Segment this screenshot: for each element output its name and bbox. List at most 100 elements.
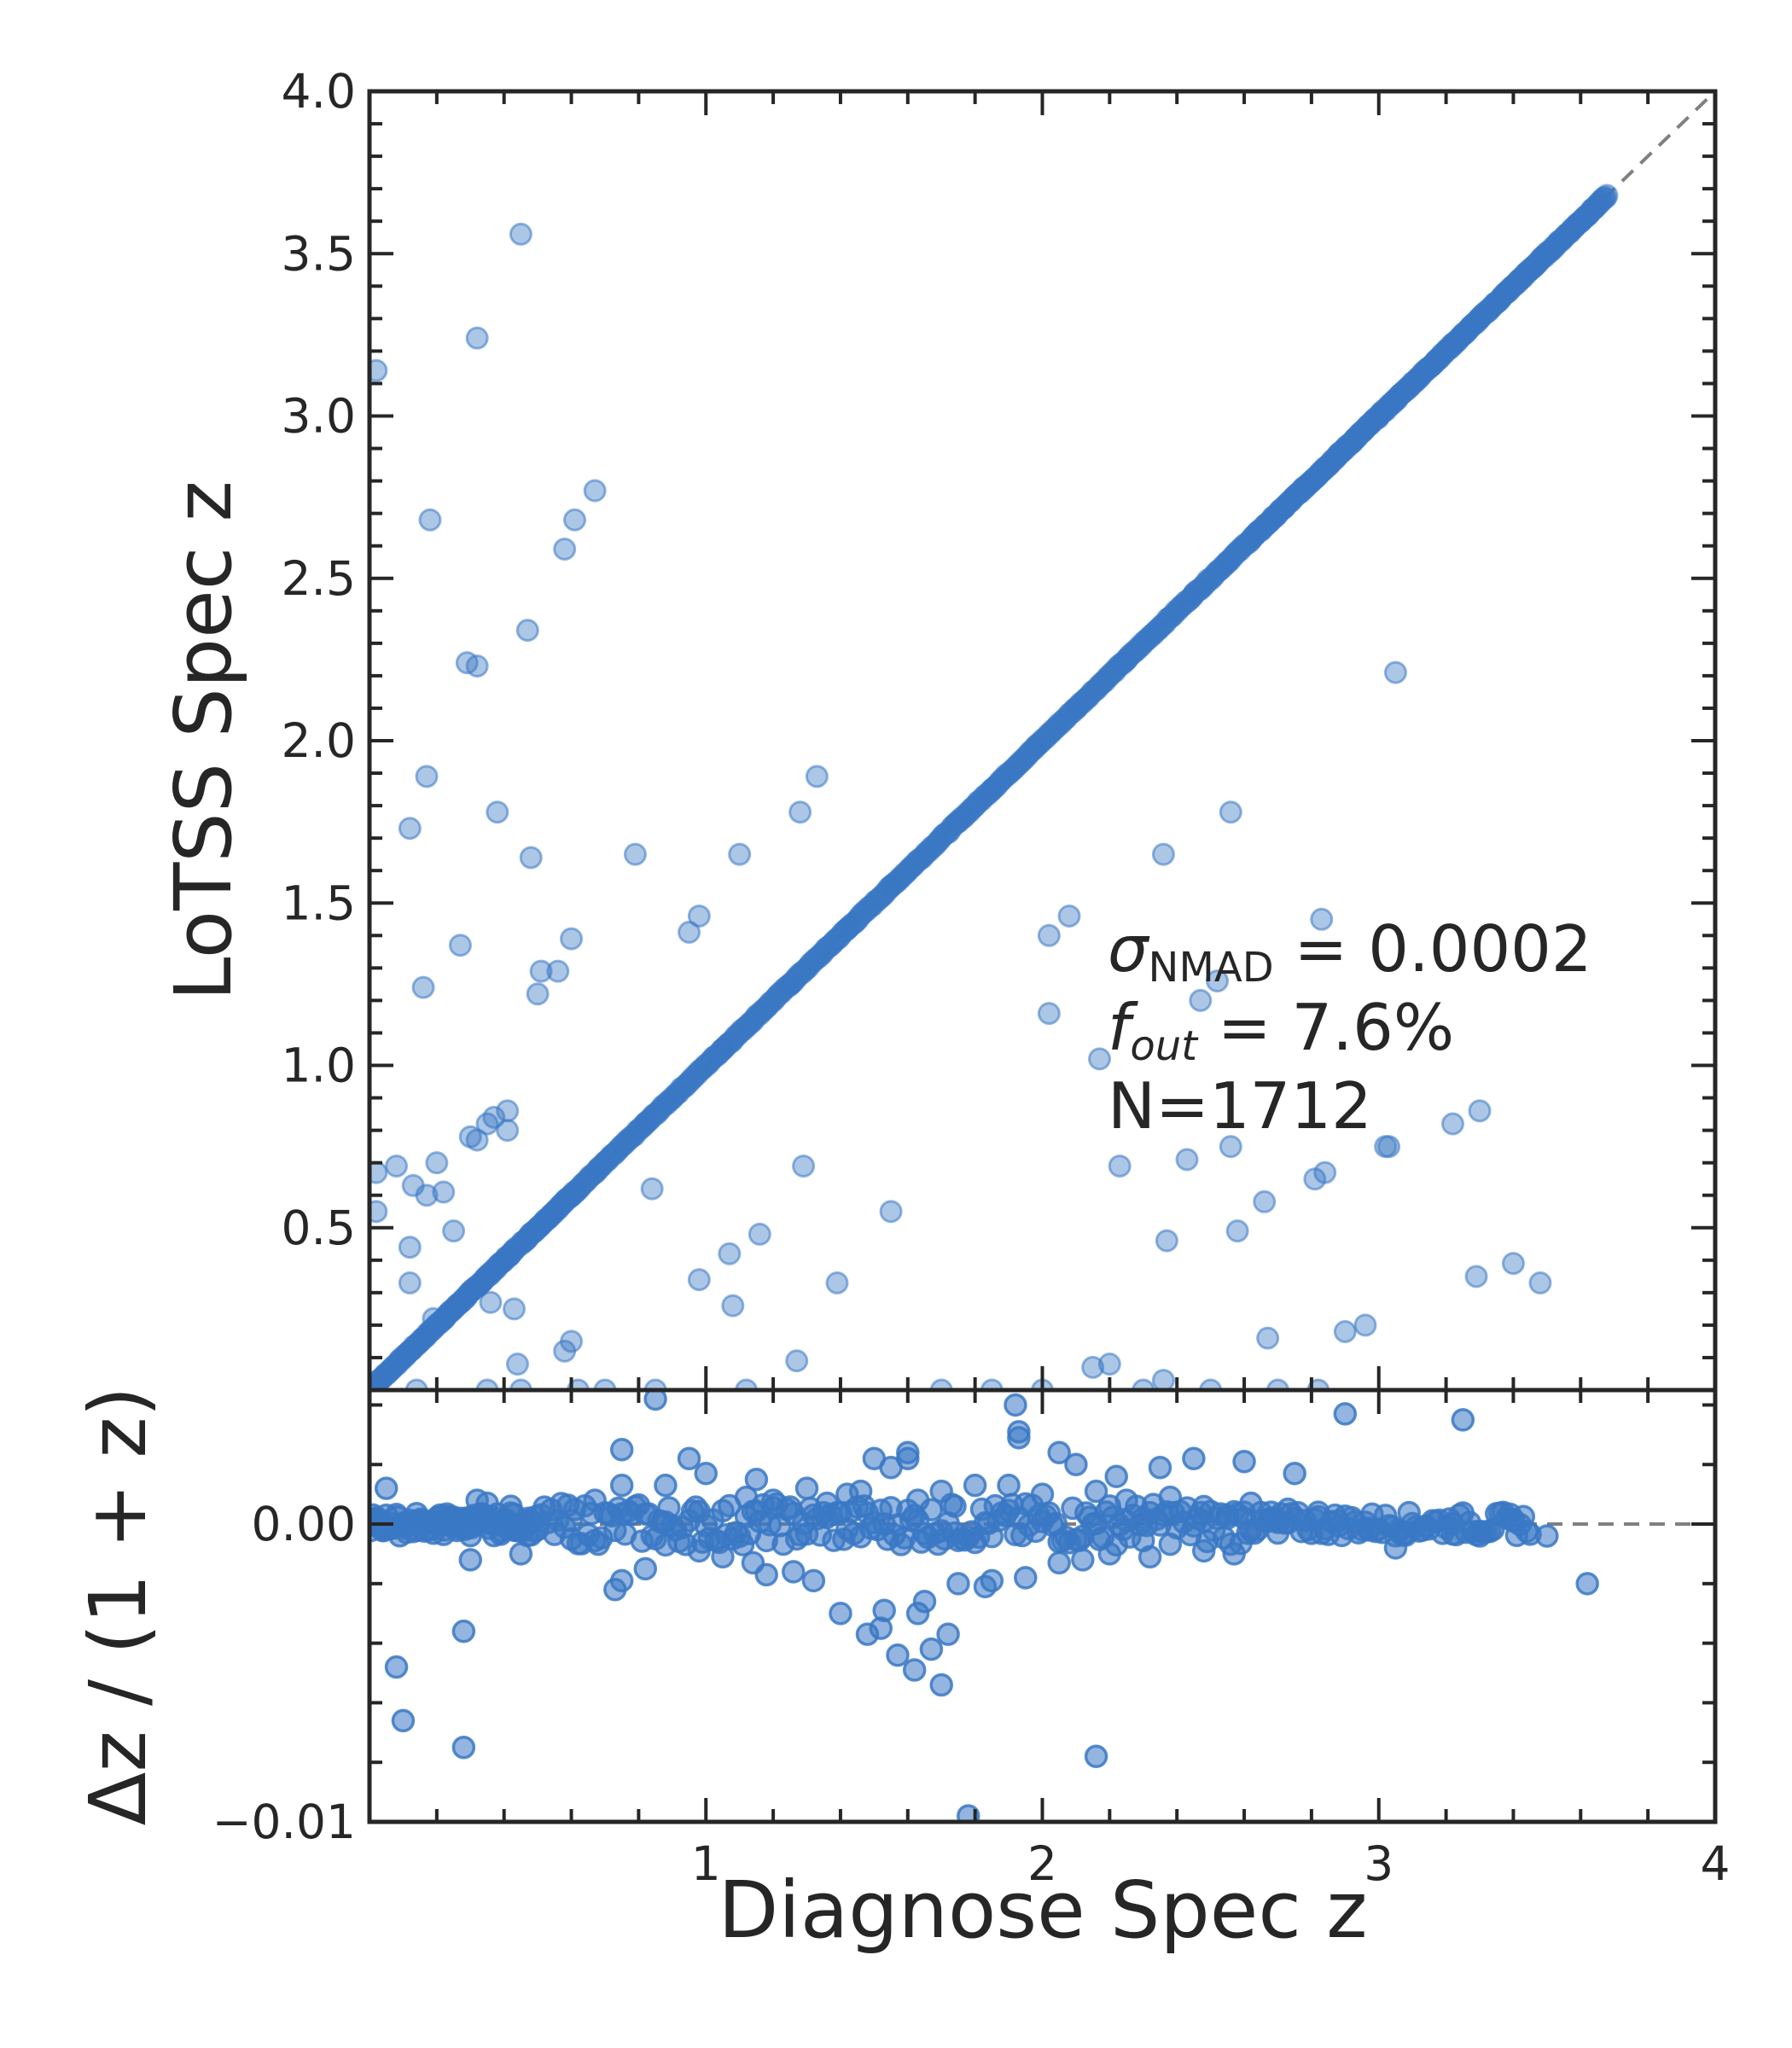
residual-point (1191, 1539, 1216, 1563)
residual-point (1222, 1542, 1246, 1566)
residual-point (498, 1494, 523, 1518)
residual-point (1104, 1464, 1128, 1488)
main-outlier-point (1440, 1112, 1464, 1136)
residual-point (929, 1673, 953, 1697)
main-outlier-point (1151, 1369, 1175, 1390)
main-diagonal-point (1424, 349, 1448, 373)
main-outlier-point (398, 817, 422, 841)
main-ytick-label: 3.5 (282, 226, 356, 281)
residual-point (1265, 1521, 1290, 1545)
residual-point (997, 1473, 1021, 1498)
main-outlier-point (415, 765, 439, 788)
main-ytick-label: 1.0 (282, 1039, 356, 1093)
main-outlier-point (442, 1219, 466, 1243)
main-outlier-point (369, 358, 388, 382)
residual-xtick-labels: 1 2 3 4 (691, 1836, 1731, 1891)
main-outlier-point (1377, 1135, 1401, 1159)
residual-point (1232, 1500, 1256, 1524)
residual-point (801, 1568, 826, 1593)
main-outlier-point (1088, 1047, 1112, 1071)
residual-point (919, 1637, 944, 1661)
residual-point (872, 1598, 896, 1622)
main-outlier-point (425, 1151, 449, 1175)
main-outlier-point (825, 1271, 849, 1295)
residual-point (451, 1619, 476, 1644)
residual-point (829, 1601, 852, 1626)
main-outlier-point (411, 975, 435, 999)
main-outlier-point (1175, 1148, 1199, 1172)
residual-panel: −0.01 0.00 1 2 3 4 (212, 1388, 1731, 1891)
residual-point (677, 1446, 701, 1471)
main-ticks (369, 90, 1717, 1390)
main-diagonal-point (835, 917, 859, 941)
residual-point (1468, 1524, 1492, 1548)
main-outlier-point (418, 508, 442, 532)
residual-point (1071, 1548, 1095, 1572)
main-outlier-point (509, 222, 532, 246)
residual-point (1451, 1408, 1475, 1432)
residual-point (741, 1551, 765, 1575)
main-outlier-point (1310, 907, 1334, 931)
residual-xtick-label: 4 (1701, 1836, 1731, 1891)
residual-point (1014, 1566, 1038, 1590)
residual-point (654, 1473, 678, 1498)
residual-point (633, 1556, 658, 1581)
residual-point (1007, 1426, 1031, 1450)
main-outlier-point (404, 1378, 428, 1390)
residual-point (1004, 1393, 1027, 1417)
residual-point (1357, 1518, 1381, 1542)
main-outlier-point (1468, 1099, 1492, 1123)
residual-ytick-label: 0.00 (252, 1497, 356, 1551)
residual-point (855, 1622, 880, 1646)
residual-point (848, 1479, 873, 1504)
residual-point (1232, 1450, 1256, 1474)
residual-point (886, 1643, 910, 1667)
main-outlier-point (792, 1154, 816, 1178)
residual-point (1191, 1509, 1216, 1533)
main-outlier-point (1225, 1219, 1249, 1243)
residual-xtick-label: 3 (1364, 1836, 1393, 1891)
residual-point (744, 1467, 769, 1492)
main-outlier-point (1256, 1326, 1280, 1350)
main-diagonal-point (1114, 648, 1138, 672)
main-outlier-point (788, 800, 812, 824)
main-outlier-point (496, 1099, 520, 1123)
main-outlier-point (398, 1271, 422, 1295)
main-outlier-point (1253, 1190, 1277, 1213)
main-ytick-label: 2.5 (282, 551, 356, 606)
main-diagonal-point (1582, 196, 1606, 220)
residual-point (1535, 1524, 1559, 1548)
residual-ytick-labels: −0.01 0.00 (212, 1497, 356, 1849)
main-outlier-point (546, 959, 570, 983)
residual-point (1047, 1551, 1071, 1575)
residual-point (905, 1601, 930, 1626)
main-outlier-point (432, 1180, 456, 1204)
main-scatter-points (369, 183, 1619, 1390)
residual-point (1283, 1461, 1306, 1486)
main-ytick-label: 3.0 (282, 389, 356, 444)
main-diagonal-point (633, 1112, 657, 1136)
residual-point (1084, 1744, 1108, 1768)
residual-point (943, 1494, 967, 1518)
residual-point (1326, 1509, 1351, 1533)
main-outlier-point (678, 920, 701, 944)
residual-point (451, 1736, 476, 1760)
main-diagonal-point (1182, 583, 1206, 607)
main-diagonal-point (1024, 736, 1048, 759)
residual-point (1158, 1485, 1183, 1510)
main-outlier-point (1206, 969, 1230, 993)
residual-point (1440, 1512, 1465, 1536)
main-outlier-point (1189, 988, 1213, 1012)
main-outlier-point (519, 846, 543, 870)
sigma-nmad-text: σNMAD = 0.0002 (1108, 911, 1592, 992)
residual-point (1084, 1479, 1108, 1504)
residual-point (1137, 1545, 1162, 1569)
main-outlier-point (1132, 1378, 1155, 1390)
main-diagonal-point (1272, 495, 1296, 519)
main-outlier-point (1219, 800, 1242, 824)
residual-point (905, 1488, 930, 1512)
residual-point (509, 1542, 533, 1566)
residual-point (963, 1473, 987, 1498)
main-outlier-point (1383, 660, 1407, 684)
main-outlier-point (735, 1378, 759, 1390)
